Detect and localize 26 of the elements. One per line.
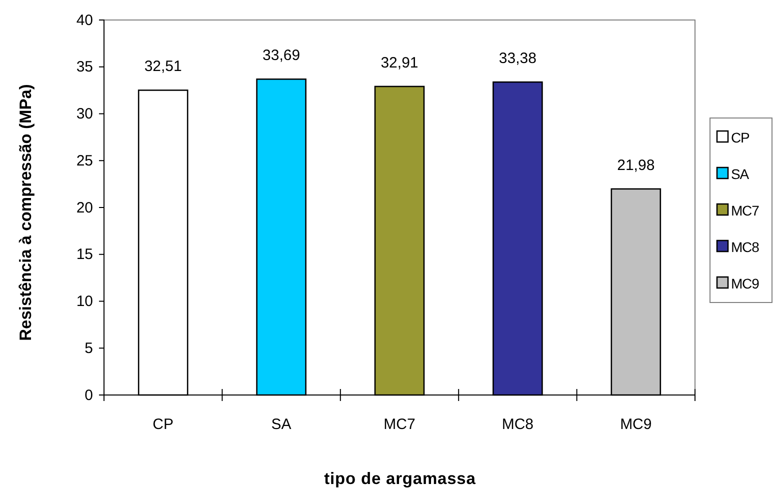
- x-tick-label: MC8: [502, 416, 534, 433]
- y-tick-label: 10: [76, 293, 93, 310]
- x-tick-label: SA: [271, 416, 292, 433]
- x-tick-label: MC7: [384, 416, 416, 433]
- legend-label: MC9: [731, 276, 760, 292]
- y-tick-label: 30: [76, 106, 93, 123]
- legend-label: MC7: [731, 202, 760, 218]
- y-axis-title: Resistência à compressão (MPa): [17, 84, 35, 341]
- y-tick-label: 15: [76, 246, 93, 264]
- legend-label: CP: [731, 130, 750, 146]
- y-tick-label: 0: [84, 386, 93, 404]
- y-tick-label: 35: [76, 58, 93, 76]
- y-tick-label: 40: [76, 12, 93, 29]
- x-tick-label: MC9: [620, 416, 652, 433]
- data-label: 33,38: [498, 50, 536, 68]
- x-tick-label: CP: [152, 416, 174, 433]
- data-label: 32,51: [144, 58, 182, 76]
- y-tick-label: 20: [76, 199, 93, 216]
- x-axis-title: tipo de argamassa: [324, 470, 476, 488]
- legend-label: MC8: [731, 239, 760, 255]
- data-label: 32,91: [380, 54, 418, 72]
- data-label: 33,69: [262, 47, 300, 64]
- y-tick-label: 5: [84, 340, 93, 357]
- legend-label: SA: [731, 166, 750, 182]
- y-tick-label: 25: [76, 152, 93, 170]
- data-label: 21,98: [617, 156, 655, 174]
